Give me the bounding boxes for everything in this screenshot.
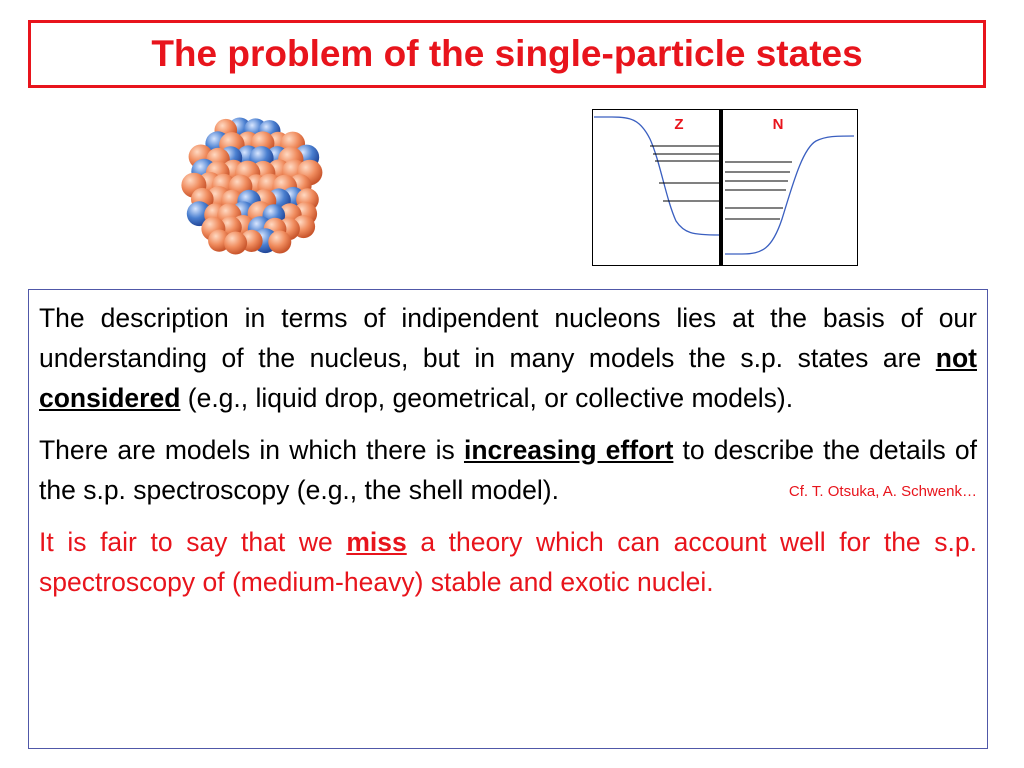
neutron-sphere	[268, 230, 292, 254]
paragraph-2-text-end: to describe the details of the s.p. spec…	[39, 435, 977, 505]
content-box: The description in terms of indipendent …	[28, 289, 988, 749]
title-box: The problem of the single-particle state…	[28, 20, 986, 88]
paragraph-1: The description in terms of indipendent …	[39, 298, 977, 418]
nucleus-illustration	[181, 117, 323, 255]
paragraph-1-text: The description in terms of indipendent …	[39, 303, 977, 373]
proton-potential-curve	[594, 116, 720, 236]
emphasis-not-considered: not considered	[39, 343, 977, 413]
label-n: N	[773, 116, 784, 133]
diagram-frame	[592, 109, 858, 266]
paragraph-1-text-end: (e.g., liquid drop, geometrical, or coll…	[180, 383, 794, 413]
neutron-potential-curve	[725, 135, 855, 255]
paragraph-3-text-end: a theory which can account well for the …	[39, 527, 977, 597]
neutron-levels	[725, 161, 792, 220]
paragraph-2-text: There are models in which there is	[39, 435, 464, 465]
label-z: Z	[674, 116, 683, 133]
emphasis-miss: miss	[346, 527, 407, 557]
slide-title: The problem of the single-particle state…	[151, 33, 863, 74]
citation: Cf. T. Otsuka, A. Schwenk…	[788, 483, 977, 500]
emphasis-increasing-effort: increasing effort	[463, 435, 674, 465]
paragraph-3-text: It is fair to say that we	[39, 527, 347, 557]
paragraph-3: It is fair to say that we miss a theory …	[39, 522, 977, 602]
neutron-sphere	[224, 231, 248, 255]
potential-well-diagram: Z N	[592, 109, 858, 266]
proton-sphere	[186, 201, 212, 227]
paragraph-2: There are models in which there is incre…	[39, 430, 977, 510]
proton-levels	[650, 145, 719, 202]
